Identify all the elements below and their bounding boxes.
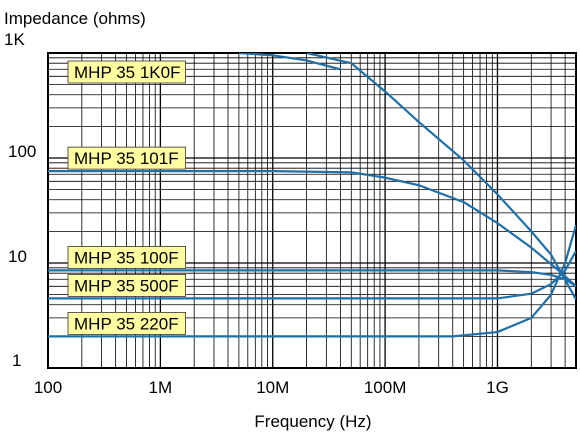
x-tick-label-4: 1G bbox=[486, 378, 509, 397]
x-tick-label-1: 1M bbox=[149, 378, 173, 397]
y-axis-title: Impedance (ohms) bbox=[4, 9, 146, 28]
series-tag-box-3 bbox=[67, 274, 186, 297]
y-tick-label-3: 1 bbox=[12, 351, 21, 370]
series-line-5 bbox=[238, 53, 341, 71]
series-tag-box-4 bbox=[67, 311, 186, 335]
series-tag-label-2: MHP 35 100F bbox=[74, 248, 179, 267]
series-line-2 bbox=[48, 269, 576, 288]
series-tag-label-4: MHP 35 220F bbox=[74, 314, 179, 333]
grid-lines bbox=[47, 52, 577, 369]
series-lines bbox=[48, 53, 576, 338]
series-tag-label-3: MHP 35 500F bbox=[74, 276, 179, 295]
x-axis-title: Frequency (Hz) bbox=[254, 412, 371, 431]
series-line-3 bbox=[48, 250, 576, 300]
series-line-1 bbox=[48, 170, 576, 288]
series-labels: MHP 35 1K0F MHP 35 101F MHP 35 100F MHP 35 … bbox=[67, 60, 186, 335]
x-tick-label-2: 10M bbox=[256, 378, 289, 397]
series-line-4 bbox=[48, 224, 576, 338]
y-tick-label-1: 100 bbox=[8, 142, 36, 161]
series-tag-box-1 bbox=[67, 146, 186, 170]
y-tick-label-0: 1K bbox=[4, 30, 25, 49]
plot-frame bbox=[47, 52, 577, 369]
x-tick-label-0: 100 bbox=[34, 378, 62, 397]
series-tag-label-1: MHP 35 101F bbox=[74, 149, 179, 168]
tick-labels: 100 1M 10M 100M 1G 1K 100 10 1 bbox=[4, 30, 509, 397]
x-tick-label-3: 100M bbox=[364, 378, 407, 397]
series-tag-box-0 bbox=[67, 60, 186, 84]
series-tag-label-0: MHP 35 1K0F bbox=[74, 63, 180, 82]
y-tick-label-2: 10 bbox=[8, 247, 27, 266]
series-tag-box-2 bbox=[67, 246, 186, 269]
series-line-0 bbox=[306, 53, 576, 300]
